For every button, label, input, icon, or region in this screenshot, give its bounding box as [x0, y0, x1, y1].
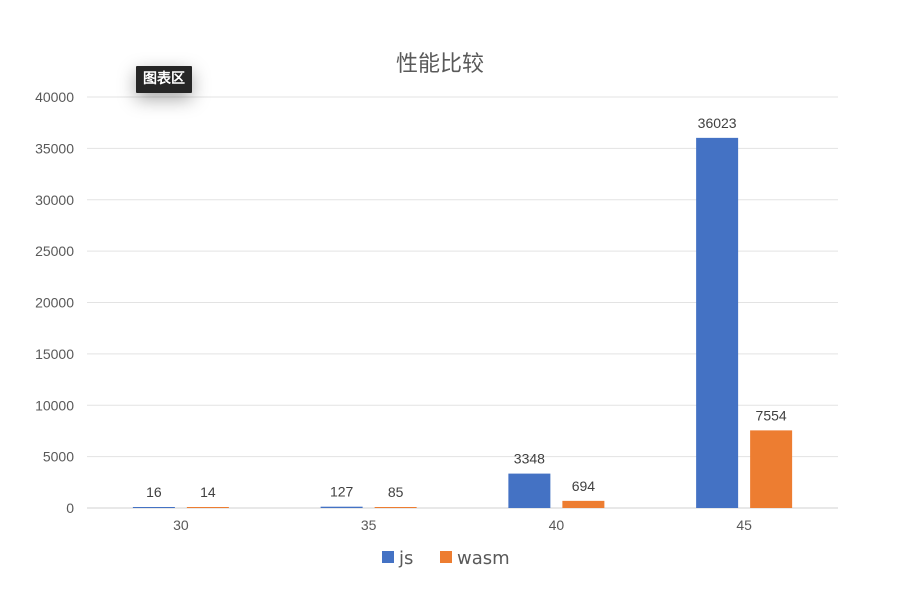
- bar-js-45[interactable]: [696, 137, 739, 508]
- y-axis-ticks: 0 5000 10000 15000 20000 25000 30000 35000 40000: [35, 89, 74, 516]
- data-label: 16: [146, 484, 162, 500]
- data-label: 36023: [698, 115, 737, 131]
- y-tick-label: 35000: [35, 140, 74, 156]
- bar-js-35[interactable]: [320, 506, 363, 508]
- y-tick-label: 15000: [35, 346, 74, 362]
- data-label: 127: [330, 484, 354, 500]
- bar-wasm-35[interactable]: [374, 507, 417, 508]
- bar-js-30[interactable]: [132, 507, 175, 508]
- bar-wasm-40[interactable]: [562, 500, 605, 508]
- chart-area-tooltip: 图表区: [136, 66, 192, 93]
- data-labels: 16 14 127 85 3348 694 36023 7554: [146, 115, 787, 500]
- x-tick-label: 30: [173, 517, 189, 533]
- data-label: 7554: [756, 407, 787, 423]
- y-tick-label: 30000: [35, 192, 74, 208]
- y-tick-label: 40000: [35, 89, 74, 105]
- legend-label-wasm[interactable]: wasm: [457, 548, 510, 569]
- y-tick-label: 25000: [35, 243, 74, 259]
- y-tick-label: 10000: [35, 397, 74, 413]
- bars: [132, 137, 793, 508]
- data-label: 14: [200, 484, 216, 500]
- x-tick-label: 35: [361, 517, 377, 533]
- legend-swatch-js[interactable]: [382, 551, 394, 563]
- data-label: 85: [388, 484, 404, 500]
- bar-js-40[interactable]: [508, 473, 551, 508]
- legend-swatch-wasm[interactable]: [440, 551, 452, 563]
- x-tick-label: 45: [736, 517, 752, 533]
- chart-title: 性能比较: [396, 52, 484, 77]
- y-tick-label: 20000: [35, 295, 74, 311]
- y-tick-label: 0: [66, 500, 74, 516]
- x-axis-ticks: 30 35 40 45: [173, 517, 752, 533]
- y-tick-label: 5000: [43, 449, 74, 465]
- data-label: 694: [572, 478, 596, 494]
- legend[interactable]: js wasm: [382, 548, 510, 569]
- data-label: 3348: [514, 451, 545, 467]
- bar-wasm-30[interactable]: [186, 507, 229, 508]
- x-tick-label: 40: [549, 517, 565, 533]
- legend-label-js[interactable]: js: [398, 548, 413, 569]
- bar-wasm-45[interactable]: [750, 430, 793, 508]
